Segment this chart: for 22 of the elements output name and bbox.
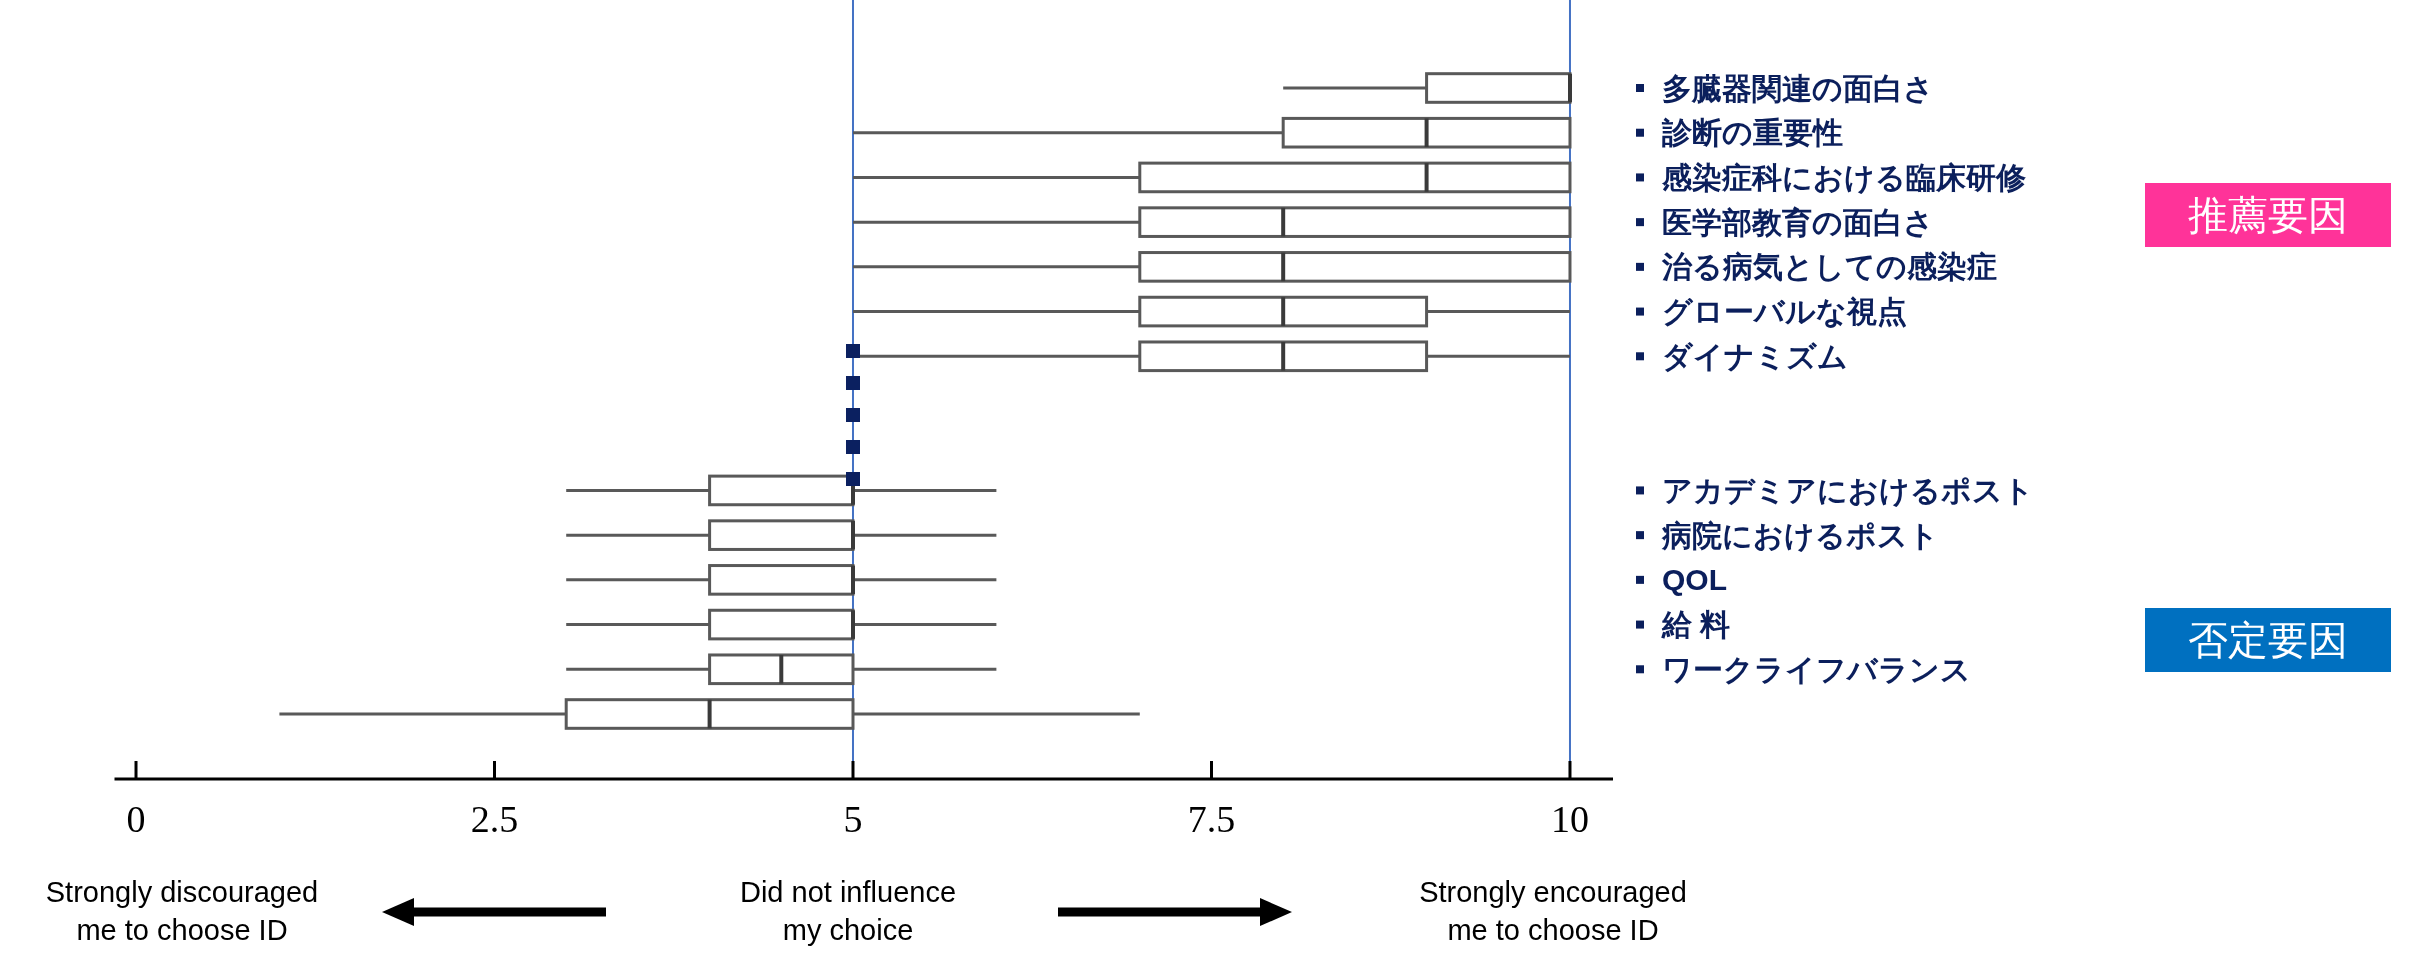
text: Strongly encouraged me to choose ID bbox=[1419, 876, 1687, 946]
y-tick-label: 診断の重要性 bbox=[1661, 116, 1843, 150]
y-tick-label: ワークライフバランス bbox=[1662, 652, 1971, 686]
y-tick-label: ダイナミズム bbox=[1662, 339, 1848, 373]
y-tick-label: アカデミアにおけるポスト bbox=[1662, 473, 2034, 508]
y-tick-label: 多臓器関連の面白さ bbox=[1662, 71, 1934, 105]
x-tick-label: 2.5 bbox=[470, 798, 519, 840]
x-tick-label: 0 bbox=[126, 798, 146, 840]
x-tick-label: 10 bbox=[1550, 798, 1589, 840]
text: 否定要因 bbox=[2188, 618, 2348, 662]
y-tick-label: グローバルな視点 bbox=[1662, 295, 1907, 329]
x-tick-label: 7.5 bbox=[1187, 798, 1236, 840]
y-tick-label: 治る病気としての感染症 bbox=[1661, 250, 1997, 284]
x-tick-label: 5 bbox=[843, 798, 863, 840]
y-tick-label: 病院におけるポスト bbox=[1661, 518, 1939, 553]
text: 推薦要因 bbox=[2188, 193, 2348, 237]
y-tick-label: 感染症科における臨床研修 bbox=[1661, 160, 2026, 195]
text: Did not influence my choice bbox=[739, 876, 957, 946]
y-tick-label: 医学部教育の面白さ bbox=[1662, 205, 1934, 239]
y-tick-label: 給 料 bbox=[1661, 608, 1731, 642]
text: Strongly discouraged me to choose ID bbox=[45, 876, 319, 946]
y-tick-label: QOL bbox=[1662, 563, 1727, 597]
